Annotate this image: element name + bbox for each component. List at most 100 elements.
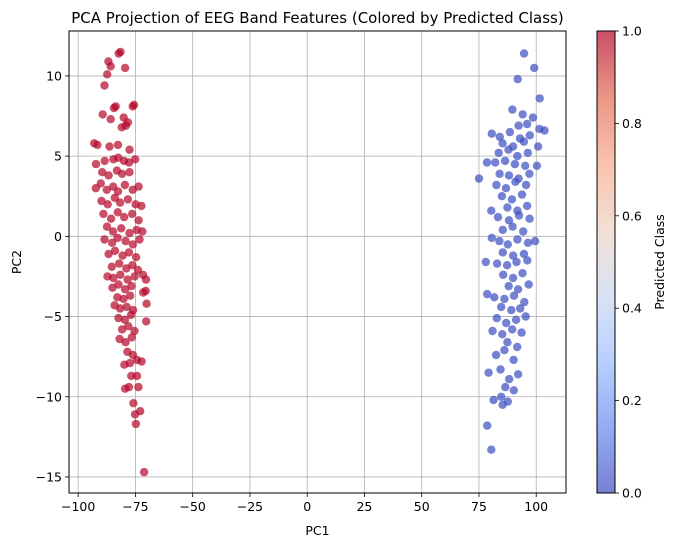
scatter-point: [517, 328, 526, 337]
scatter-point: [513, 285, 523, 294]
scatter-points: [90, 47, 549, 477]
scatter-point: [495, 132, 504, 142]
scatter-point: [508, 251, 518, 260]
scatter-point: [492, 259, 502, 268]
scatter-point: [508, 325, 517, 334]
x-tick-label: 100: [524, 499, 548, 514]
scatter-point: [141, 286, 150, 296]
scatter-point: [124, 382, 134, 392]
scatter-point: [137, 357, 146, 366]
scatter-point: [118, 251, 127, 260]
scatter-point: [519, 249, 529, 259]
scatter-point: [521, 180, 531, 190]
scatter-point: [493, 212, 503, 222]
x-axis-ticks: −100 −75 −50 −25 0 25 50 75 100: [61, 493, 548, 514]
scatter-point: [102, 222, 112, 231]
scatter-point: [498, 225, 507, 235]
chart-title: PCA Projection of EEG Band Features (Col…: [71, 9, 563, 27]
scatter-point: [487, 445, 496, 454]
scatter-point: [117, 325, 127, 334]
y-tick-label: 5: [54, 149, 62, 164]
scatter-point: [497, 392, 506, 401]
scatter-point: [124, 158, 134, 167]
scatter-point: [104, 249, 113, 259]
scatter-point: [525, 169, 534, 178]
y-tick-label: 0: [54, 229, 62, 244]
scatter-point: [120, 180, 130, 190]
scatter-point: [98, 110, 107, 119]
scatter-point: [502, 318, 511, 328]
scatter-point: [508, 105, 517, 114]
scatter-point: [103, 200, 112, 209]
scatter-point: [93, 140, 102, 150]
colorbar-tick-label: 0.8: [622, 116, 642, 131]
scatter-point: [126, 310, 136, 320]
scatter-point: [113, 187, 123, 196]
scatter-point: [100, 235, 109, 244]
scatter-point: [498, 139, 507, 148]
scatter-point: [513, 151, 522, 161]
scatter-point: [508, 222, 517, 231]
scatter-point: [528, 113, 538, 122]
scatter-point: [504, 216, 514, 225]
scatter-point: [123, 118, 133, 127]
scatter-point: [504, 281, 513, 291]
scatter-point: [497, 302, 506, 312]
scatter-point: [116, 47, 125, 57]
scatter-point: [98, 168, 107, 177]
scatter-point: [496, 365, 505, 374]
scatter-point: [120, 212, 129, 222]
scatter-point: [141, 275, 151, 284]
scatter-point: [127, 333, 136, 342]
scatter-point: [519, 137, 529, 146]
scatter-point: [139, 467, 149, 477]
scatter-point: [505, 374, 514, 384]
scatter-point: [535, 94, 544, 103]
scatter-point: [114, 313, 123, 323]
y-tick-label: −5: [44, 309, 62, 324]
scatter-point: [109, 273, 118, 283]
scatter-point: [511, 315, 521, 324]
scatter-point: [115, 198, 125, 207]
scatter-point: [498, 400, 507, 409]
scatter-point: [521, 161, 530, 170]
scatter-point: [508, 273, 518, 283]
scatter-point: [494, 148, 503, 158]
scatter-point: [135, 235, 144, 244]
scatter-point: [492, 180, 501, 190]
scatter-point: [119, 294, 128, 304]
scatter-point: [131, 419, 141, 429]
scatter-point: [525, 214, 534, 223]
scatter-point: [111, 102, 120, 111]
scatter-point: [523, 256, 532, 265]
scatter-point: [509, 386, 518, 395]
scatter-point: [507, 305, 516, 315]
scatter-point: [523, 148, 532, 158]
scatter-point: [490, 293, 499, 302]
scatter-point: [113, 233, 122, 243]
x-tick-label: −75: [122, 499, 148, 514]
scatter-point: [132, 371, 142, 381]
scatter-point: [514, 211, 524, 220]
scatter-point: [128, 102, 137, 111]
scatter-point: [128, 240, 138, 249]
scatter-point: [128, 261, 137, 270]
scatter-point: [523, 238, 533, 247]
scatter-point: [113, 140, 123, 150]
scatter-point: [117, 123, 126, 132]
scatter-point: [131, 253, 141, 262]
scatter-point: [517, 190, 527, 199]
scatter-point: [514, 121, 523, 130]
grid: [69, 31, 566, 493]
scatter-point: [481, 257, 490, 267]
scatter-point: [501, 382, 510, 392]
scatter-point: [505, 127, 515, 137]
scatter-point: [91, 159, 101, 169]
scatter-point: [116, 270, 125, 279]
scatter-point: [520, 297, 529, 307]
scatter-point: [117, 224, 126, 233]
scatter-point: [103, 70, 112, 79]
scatter-point: [142, 299, 151, 308]
scatter-point: [501, 184, 511, 193]
scatter-point: [121, 236, 130, 246]
